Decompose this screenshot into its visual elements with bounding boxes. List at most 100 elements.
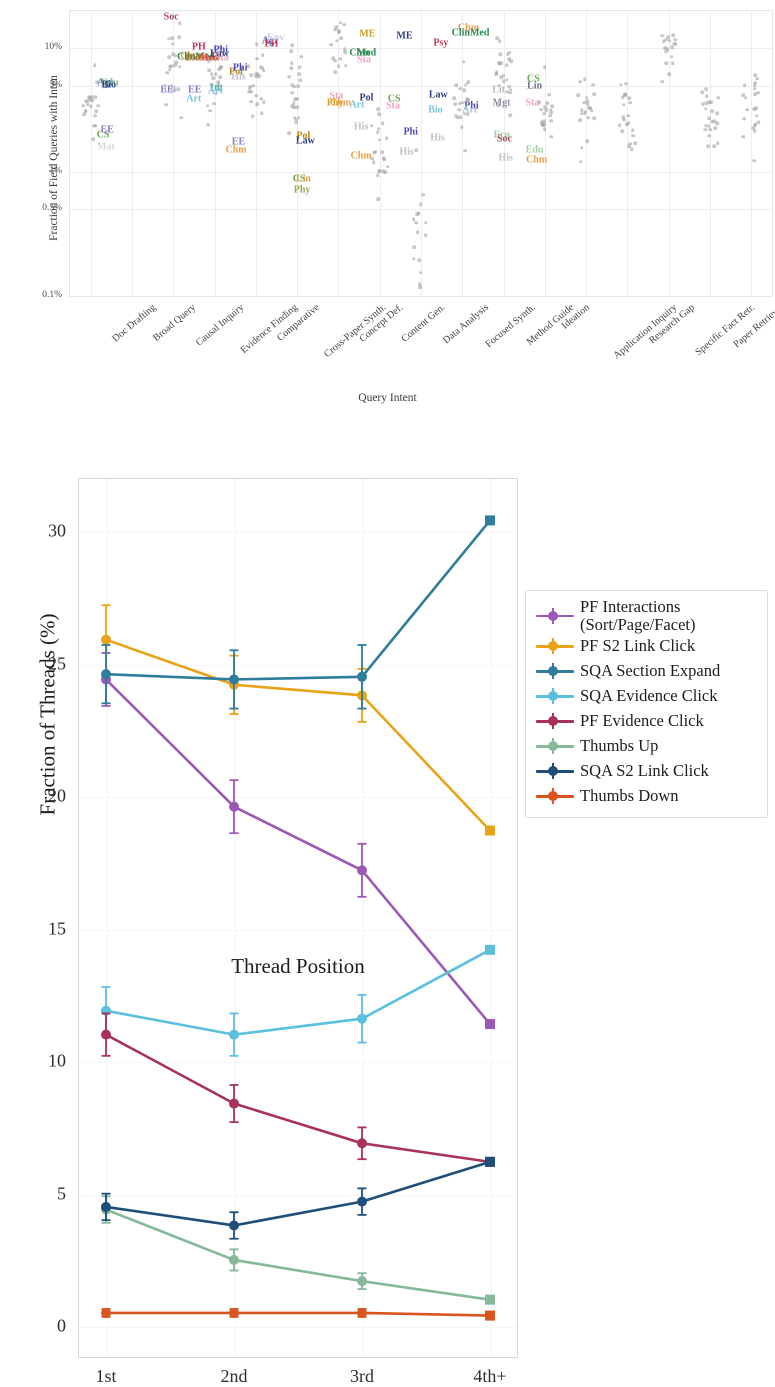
- scatter-point: [586, 115, 591, 120]
- scatter-point: [293, 97, 297, 102]
- field-label: CS: [526, 73, 540, 85]
- scatter-point: [589, 108, 594, 113]
- scatter-point: [246, 64, 250, 69]
- field-label: PH: [264, 38, 279, 50]
- scatter-point: [289, 66, 293, 71]
- scatter-point: [621, 95, 625, 99]
- scatter-point: [257, 74, 262, 79]
- scatter-point: [663, 46, 668, 51]
- legend-item-1[interactable]: PF S2 Link Click: [534, 634, 759, 659]
- field-label: Chm: [526, 154, 548, 166]
- field-label: Sta: [357, 54, 371, 66]
- scatter-point: [743, 96, 748, 100]
- legend-marker-icon: [534, 785, 576, 807]
- scatter-point: [290, 90, 295, 95]
- scatter-point: [294, 120, 299, 125]
- scatter-point: [412, 245, 416, 250]
- field-label: Int: [210, 82, 223, 94]
- scatter-point: [164, 102, 168, 107]
- legend-item-4[interactable]: PF Evidence Click: [534, 709, 759, 734]
- scatter-point: [92, 63, 97, 68]
- scatter-point: [299, 54, 304, 59]
- scatter-point: [585, 139, 590, 144]
- data-marker: [101, 1201, 111, 1212]
- scatter-point: [664, 61, 668, 66]
- legend-item-3[interactable]: SQA Evidence Click: [534, 684, 759, 709]
- scatter-point: [380, 150, 385, 155]
- scatter-point: [752, 129, 757, 134]
- top-chart-gridline-v: [131, 11, 133, 296]
- scatter-point: [255, 102, 260, 107]
- scatter-point: [93, 123, 97, 128]
- legend-item-5[interactable]: Thumbs Up: [534, 734, 759, 759]
- intent-scatter-figure: Fraction of Field Queries with Inten Agr…: [0, 0, 775, 420]
- scatter-point: [667, 38, 672, 43]
- scatter-point: [292, 85, 296, 89]
- field-label: Chm: [457, 22, 480, 34]
- scatter-point: [452, 96, 457, 100]
- top-chart-gridline-h: [70, 296, 772, 297]
- scatter-point: [704, 107, 708, 111]
- field-label: Agr: [261, 35, 279, 47]
- legend-item-7[interactable]: Thumbs Down: [534, 784, 759, 809]
- scatter-point: [542, 127, 547, 132]
- scatter-point: [633, 141, 637, 146]
- scatter-point: [582, 111, 587, 116]
- scatter-point: [206, 122, 211, 127]
- scatter-point: [716, 95, 720, 100]
- field-label: Phi: [232, 62, 248, 74]
- scatter-point: [295, 105, 300, 110]
- scatter-point: [209, 72, 214, 77]
- scatter-point: [591, 83, 595, 87]
- scatter-point: [218, 75, 222, 80]
- scatter-point: [343, 63, 348, 68]
- scatter-point: [457, 107, 461, 112]
- scatter-point: [377, 168, 382, 173]
- field-label: His: [353, 121, 369, 133]
- scatter-point: [290, 43, 295, 47]
- scatter-point: [671, 33, 675, 38]
- top-chart-y-tick: 1%: [49, 166, 62, 177]
- scatter-point: [630, 128, 635, 132]
- data-marker: [229, 1098, 239, 1109]
- scatter-point: [753, 92, 757, 96]
- top-chart-x-axis-label: Query Intent: [358, 392, 417, 404]
- series-2: [101, 515, 495, 710]
- field-label: ClinMed: [177, 51, 215, 63]
- legend-item-0[interactable]: PF Interactions (Sort/Page/Facet): [534, 598, 759, 634]
- top-chart-gridline-v: [421, 11, 422, 296]
- scatter-point: [412, 217, 416, 221]
- field-label: Sta: [385, 100, 400, 112]
- scatter-point: [423, 233, 428, 237]
- legend-marker-icon: [534, 660, 576, 682]
- legend-item-2[interactable]: SQA Section Expand: [534, 659, 759, 684]
- scatter-point: [703, 128, 708, 132]
- scatter-point: [384, 136, 389, 140]
- top-chart-gridline-v: [379, 11, 381, 296]
- top-chart-y-axis-label: Fraction of Field Queries with Inten: [48, 75, 60, 241]
- field-label: Med: [198, 52, 219, 64]
- scatter-point: [412, 256, 416, 261]
- scatter-point: [576, 93, 581, 97]
- scatter-point: [583, 109, 587, 114]
- scatter-point: [463, 148, 467, 153]
- scatter-point: [630, 147, 634, 151]
- legend-item-6[interactable]: SQA S2 Link Click: [534, 759, 759, 784]
- scatter-point: [462, 59, 466, 64]
- scatter-point: [465, 112, 470, 116]
- legend-marker-icon: [534, 760, 576, 782]
- series-line: [104, 678, 492, 1026]
- field-label: Law: [210, 48, 229, 60]
- legend-label-line-1: PF Interactions: [580, 597, 681, 616]
- scatter-point: [715, 141, 720, 145]
- scatter-point: [460, 100, 465, 105]
- scatter-point: [617, 123, 622, 128]
- bottom-chart-y-tick: 20: [48, 785, 66, 806]
- scatter-point: [287, 75, 292, 79]
- scatter-point: [707, 116, 711, 121]
- scatter-point: [543, 105, 548, 110]
- data-marker: [229, 674, 239, 685]
- scatter-point: [742, 83, 747, 87]
- scatter-point: [507, 57, 511, 61]
- top-chart-gridline-v: [586, 11, 588, 296]
